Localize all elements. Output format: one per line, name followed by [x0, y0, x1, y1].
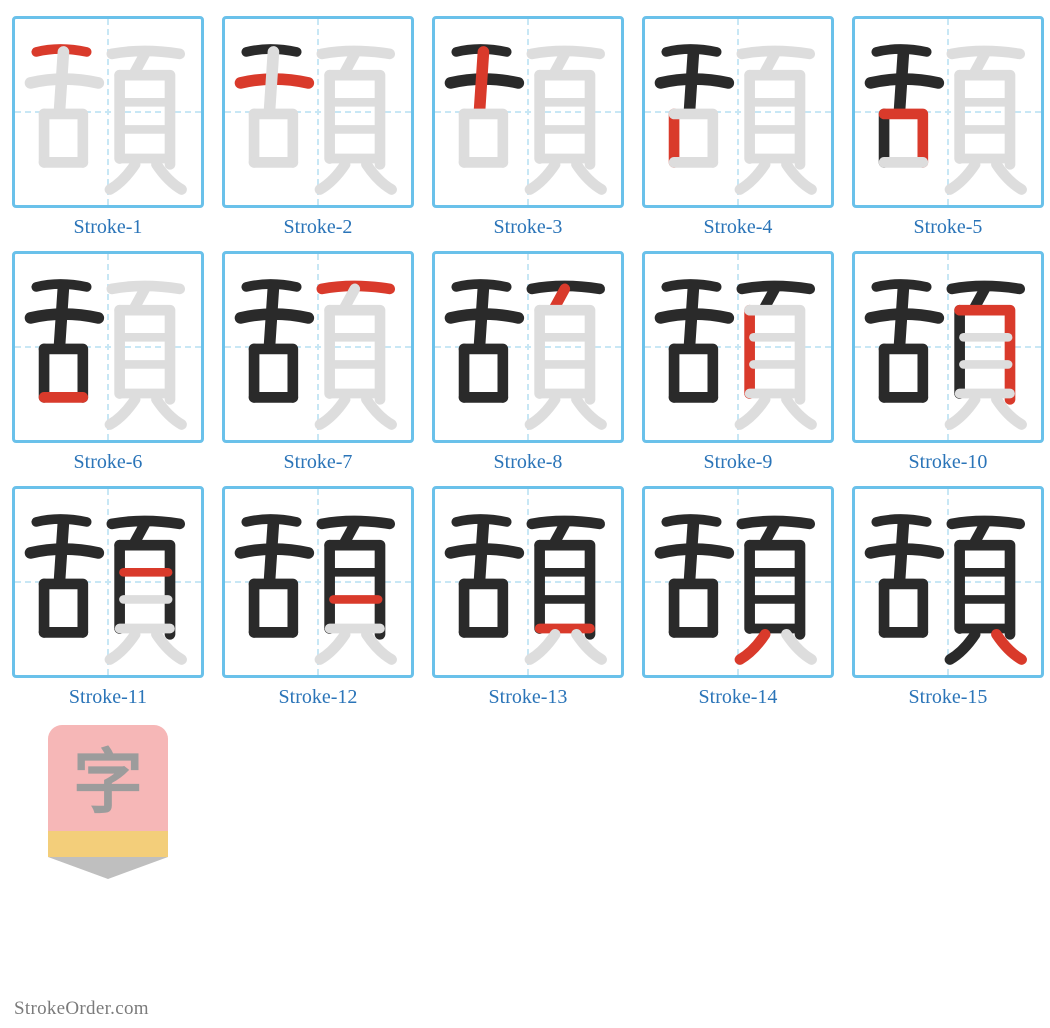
stroke-cell: Stroke-15: [852, 486, 1044, 709]
stroke-caption: Stroke-7: [284, 451, 353, 474]
logo-mid: [48, 831, 168, 857]
logo-top: 字: [48, 725, 168, 831]
stroke-caption: Stroke-13: [489, 686, 568, 709]
stroke-cell: Stroke-10: [852, 251, 1044, 474]
logo-cell: 字: [12, 721, 204, 875]
stroke-caption: Stroke-2: [284, 216, 353, 239]
stroke-caption: Stroke-10: [909, 451, 988, 474]
stroke-tile: [12, 251, 204, 443]
logo-tip: [48, 857, 168, 879]
stroke-tile: [852, 16, 1044, 208]
stroke-tile: [642, 486, 834, 678]
character-glyph: [645, 489, 831, 675]
character-glyph: [855, 19, 1041, 205]
stroke-grid: Stroke-1 Stroke-2 Stroke-3 Stroke-4 Stro…: [12, 16, 1038, 875]
stroke-tile: [642, 16, 834, 208]
stroke-cell: Stroke-11: [12, 486, 204, 709]
stroke-caption: Stroke-5: [914, 216, 983, 239]
stroke-tile: [852, 251, 1044, 443]
stroke-caption: Stroke-1: [74, 216, 143, 239]
stroke-cell: Stroke-12: [222, 486, 414, 709]
character-glyph: [855, 254, 1041, 440]
stroke-tile: [852, 486, 1044, 678]
stroke-tile: [222, 486, 414, 678]
character-glyph: [435, 254, 621, 440]
stroke-caption: Stroke-8: [494, 451, 563, 474]
stroke-caption: Stroke-14: [699, 686, 778, 709]
character-glyph: [15, 19, 201, 205]
stroke-caption: Stroke-9: [704, 451, 773, 474]
brand-logo: 字: [48, 725, 168, 875]
stroke-tile: [432, 486, 624, 678]
stroke-tile: [12, 16, 204, 208]
stroke-tile: [432, 251, 624, 443]
character-glyph: [645, 254, 831, 440]
stroke-tile: [642, 251, 834, 443]
empty-cell: [642, 721, 834, 875]
watermark-text: StrokeOrder.com: [14, 998, 149, 1020]
stroke-cell: Stroke-8: [432, 251, 624, 474]
empty-cell: [432, 721, 624, 875]
character-glyph: [225, 254, 411, 440]
character-glyph: [435, 19, 621, 205]
stroke-cell: Stroke-1: [12, 16, 204, 239]
character-glyph: [435, 489, 621, 675]
character-glyph: [15, 254, 201, 440]
stroke-cell: Stroke-9: [642, 251, 834, 474]
stroke-cell: Stroke-5: [852, 16, 1044, 239]
character-glyph: [645, 19, 831, 205]
logo-character: 字: [73, 747, 143, 817]
stroke-cell: Stroke-13: [432, 486, 624, 709]
stroke-cell: Stroke-6: [12, 251, 204, 474]
stroke-tile: [432, 16, 624, 208]
character-glyph: [15, 489, 201, 675]
stroke-cell: Stroke-3: [432, 16, 624, 239]
character-glyph: [225, 489, 411, 675]
stroke-cell: Stroke-4: [642, 16, 834, 239]
stroke-caption: Stroke-15: [909, 686, 988, 709]
stroke-caption: Stroke-6: [74, 451, 143, 474]
character-glyph: [225, 19, 411, 205]
stroke-caption: Stroke-12: [279, 686, 358, 709]
character-glyph: [855, 489, 1041, 675]
stroke-tile: [12, 486, 204, 678]
stroke-caption: Stroke-4: [704, 216, 773, 239]
stroke-tile: [222, 16, 414, 208]
empty-cell: [852, 721, 1044, 875]
stroke-tile: [222, 251, 414, 443]
stroke-cell: Stroke-7: [222, 251, 414, 474]
stroke-cell: Stroke-14: [642, 486, 834, 709]
stroke-caption: Stroke-3: [494, 216, 563, 239]
empty-cell: [222, 721, 414, 875]
stroke-cell: Stroke-2: [222, 16, 414, 239]
stroke-caption: Stroke-11: [69, 686, 147, 709]
